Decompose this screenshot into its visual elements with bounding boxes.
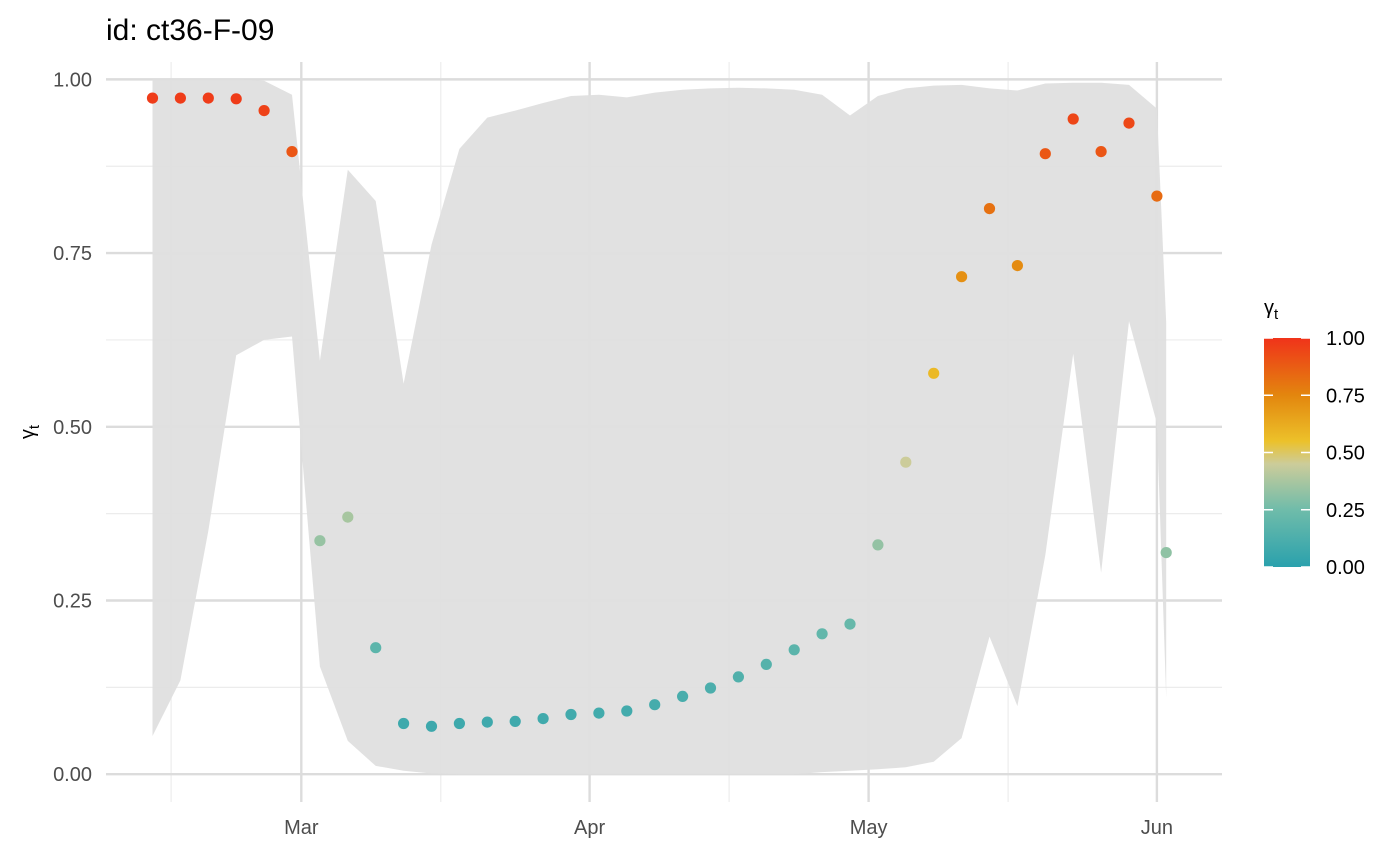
- data-point: [481, 716, 493, 728]
- data-point: [621, 705, 633, 717]
- data-point: [1123, 117, 1135, 129]
- x-tick-label: Apr: [574, 817, 605, 839]
- data-point: [983, 203, 996, 215]
- legend-tick-label: 0.00: [1326, 557, 1365, 579]
- legend-title-symbol: γ: [1264, 297, 1274, 319]
- data-point: [258, 105, 270, 117]
- y-axis-title-symbol: γ: [17, 429, 39, 439]
- data-point: [1011, 260, 1024, 272]
- data-point: [788, 644, 800, 656]
- legend-tick-label: 1.00: [1326, 328, 1365, 350]
- data-point: [370, 642, 382, 654]
- data-point: [565, 708, 577, 721]
- data-point: [844, 618, 856, 630]
- data-point: [704, 682, 717, 694]
- data-point: [732, 671, 745, 683]
- data-point: [677, 690, 689, 703]
- y-tick-label: 0.50: [53, 417, 92, 439]
- data-point: [509, 715, 521, 728]
- data-point: [314, 535, 326, 547]
- data-point: [1151, 190, 1163, 202]
- confidence-band: [152, 79, 1167, 775]
- data-point: [1095, 146, 1107, 158]
- data-point: [872, 539, 884, 551]
- data-point: [593, 707, 605, 719]
- chart-title: id: ct36-F-09: [106, 14, 274, 47]
- legend-title-subscript: t: [1274, 306, 1279, 323]
- data-point: [398, 717, 410, 730]
- x-tick-label: May: [850, 817, 888, 839]
- data-point: [900, 456, 912, 468]
- data-point: [230, 93, 242, 105]
- data-points: [146, 92, 1172, 732]
- data-point: [760, 658, 772, 671]
- legend-tick-label: 0.75: [1326, 385, 1365, 407]
- data-point: [537, 713, 549, 725]
- data-point: [342, 511, 354, 523]
- data-point: [1160, 547, 1172, 559]
- y-tick-label: 0.25: [53, 590, 92, 612]
- legend-title: γt: [1264, 297, 1279, 323]
- y-tick-label: 1.00: [53, 69, 92, 91]
- legend: γt 1.00 0.75 0.50 0.25 0.00: [1264, 297, 1365, 579]
- y-axis-title-subscript: t: [26, 424, 43, 429]
- x-axis-ticks: Mar Apr May Jun: [284, 817, 1173, 839]
- legend-tick-label: 0.50: [1326, 443, 1365, 465]
- x-tick-label: Mar: [284, 817, 319, 839]
- data-point: [202, 92, 214, 104]
- x-tick-label: Jun: [1141, 817, 1173, 839]
- data-point: [956, 271, 968, 283]
- y-tick-label: 0.00: [53, 764, 92, 786]
- data-point: [146, 92, 159, 104]
- data-point: [174, 92, 186, 104]
- data-point: [425, 720, 438, 732]
- data-point: [1067, 113, 1079, 125]
- legend-ticks: 1.00 0.75 0.50 0.25 0.00: [1264, 328, 1365, 579]
- y-axis-ticks: 0.00 0.25 0.50 0.75 1.00: [53, 69, 92, 786]
- data-point: [453, 717, 465, 730]
- legend-tick-label: 0.25: [1326, 500, 1365, 522]
- data-point: [928, 367, 940, 379]
- data-point: [1039, 148, 1051, 160]
- y-axis-title: γt: [17, 424, 43, 439]
- y-tick-label: 0.75: [53, 243, 92, 265]
- data-point: [816, 628, 828, 640]
- data-point: [286, 146, 298, 158]
- data-point: [649, 699, 661, 711]
